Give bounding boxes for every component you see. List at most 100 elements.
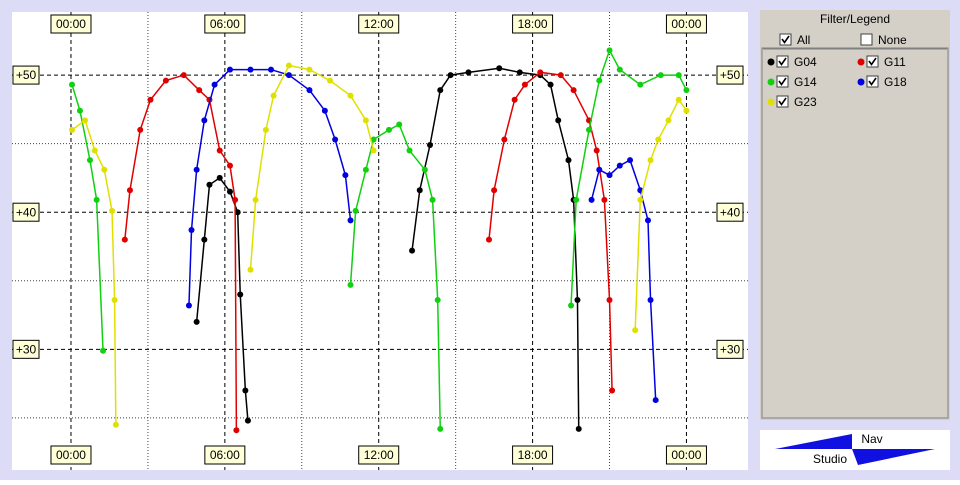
logo-top: Nav bbox=[861, 432, 882, 446]
legend-marker bbox=[767, 98, 775, 106]
checkbox[interactable] bbox=[866, 75, 879, 88]
data-point bbox=[596, 166, 603, 173]
data-point bbox=[652, 397, 659, 404]
data-point bbox=[342, 172, 349, 179]
tick-label-box bbox=[204, 445, 246, 465]
legend-marker bbox=[767, 78, 775, 86]
data-point bbox=[596, 77, 603, 84]
data-point bbox=[570, 87, 577, 94]
data-point bbox=[101, 166, 108, 173]
data-point bbox=[237, 291, 244, 298]
filter-all: All bbox=[797, 33, 810, 47]
data-point bbox=[226, 162, 233, 169]
tick-label-box bbox=[665, 14, 707, 34]
data-point bbox=[647, 296, 654, 303]
checkbox[interactable] bbox=[860, 33, 873, 46]
data-point bbox=[69, 81, 76, 88]
data-point bbox=[196, 87, 203, 94]
checkbox[interactable] bbox=[776, 75, 789, 88]
data-point bbox=[362, 117, 369, 124]
data-point bbox=[147, 96, 154, 103]
data-point bbox=[573, 196, 580, 203]
data-point bbox=[370, 136, 377, 143]
checkbox[interactable] bbox=[776, 95, 789, 108]
data-point bbox=[188, 227, 195, 234]
tick-label: +40 bbox=[16, 205, 37, 219]
data-point bbox=[421, 166, 428, 173]
tick-label: +30 bbox=[720, 343, 741, 357]
data-point bbox=[593, 147, 600, 154]
data-point bbox=[555, 117, 562, 124]
data-point bbox=[465, 69, 472, 76]
legend-marker bbox=[857, 58, 865, 66]
tick-label: +30 bbox=[16, 343, 37, 357]
data-point bbox=[242, 387, 249, 394]
legend-marker bbox=[767, 58, 775, 66]
data-point bbox=[586, 126, 593, 133]
data-point bbox=[234, 209, 241, 216]
check-mark bbox=[781, 35, 790, 44]
data-point bbox=[185, 302, 192, 309]
data-point bbox=[252, 196, 259, 203]
tick-label-box bbox=[716, 202, 744, 222]
data-point bbox=[111, 296, 118, 303]
data-point bbox=[121, 236, 128, 243]
tick-label-box bbox=[358, 14, 400, 34]
checkbox[interactable] bbox=[776, 55, 789, 68]
data-point bbox=[112, 421, 119, 428]
data-point bbox=[647, 157, 654, 164]
data-point bbox=[93, 196, 100, 203]
checkbox[interactable] bbox=[866, 55, 879, 68]
data-point bbox=[216, 147, 223, 154]
legend-label: G11 bbox=[884, 55, 906, 69]
data-point bbox=[627, 157, 634, 164]
data-point bbox=[76, 107, 83, 114]
data-point bbox=[644, 217, 651, 224]
logo-shape bbox=[775, 434, 852, 449]
data-point bbox=[637, 196, 644, 203]
check-mark bbox=[778, 97, 787, 106]
data-point bbox=[675, 96, 682, 103]
data-point bbox=[606, 47, 613, 54]
tick-label-box bbox=[12, 202, 40, 222]
data-point bbox=[226, 188, 233, 195]
data-point bbox=[588, 196, 595, 203]
data-point bbox=[501, 136, 508, 143]
tick-label-box bbox=[512, 14, 554, 34]
checkbox[interactable] bbox=[779, 33, 792, 46]
data-point bbox=[683, 87, 690, 94]
data-point bbox=[262, 126, 269, 133]
data-point bbox=[193, 318, 200, 325]
legend-label: G04 bbox=[794, 55, 817, 69]
data-point bbox=[406, 147, 413, 154]
data-point bbox=[285, 62, 292, 69]
tick-label: +40 bbox=[720, 205, 741, 219]
tick-label-box bbox=[665, 445, 707, 465]
filter-none: None bbox=[878, 33, 907, 47]
data-point bbox=[601, 196, 608, 203]
data-point bbox=[206, 181, 213, 188]
data-point bbox=[137, 126, 144, 133]
plot-area bbox=[12, 12, 748, 470]
data-point bbox=[352, 207, 359, 214]
check-mark bbox=[868, 77, 877, 86]
legend-list bbox=[761, 47, 949, 419]
data-point bbox=[285, 72, 292, 79]
data-point bbox=[232, 196, 239, 203]
data-point bbox=[82, 117, 89, 124]
tick-label: 12:00 bbox=[364, 17, 394, 31]
tick-label-box bbox=[50, 445, 92, 465]
tick-label-box bbox=[204, 14, 246, 34]
data-point bbox=[427, 142, 434, 149]
data-point bbox=[244, 417, 251, 424]
logo-shape bbox=[852, 449, 935, 465]
data-point bbox=[609, 387, 616, 394]
data-point bbox=[557, 72, 564, 79]
legend-title: Filter/Legend bbox=[820, 12, 890, 26]
tick-label: +50 bbox=[16, 68, 37, 82]
data-point bbox=[321, 107, 328, 114]
data-point bbox=[665, 117, 672, 124]
tick-label-box bbox=[716, 339, 744, 359]
